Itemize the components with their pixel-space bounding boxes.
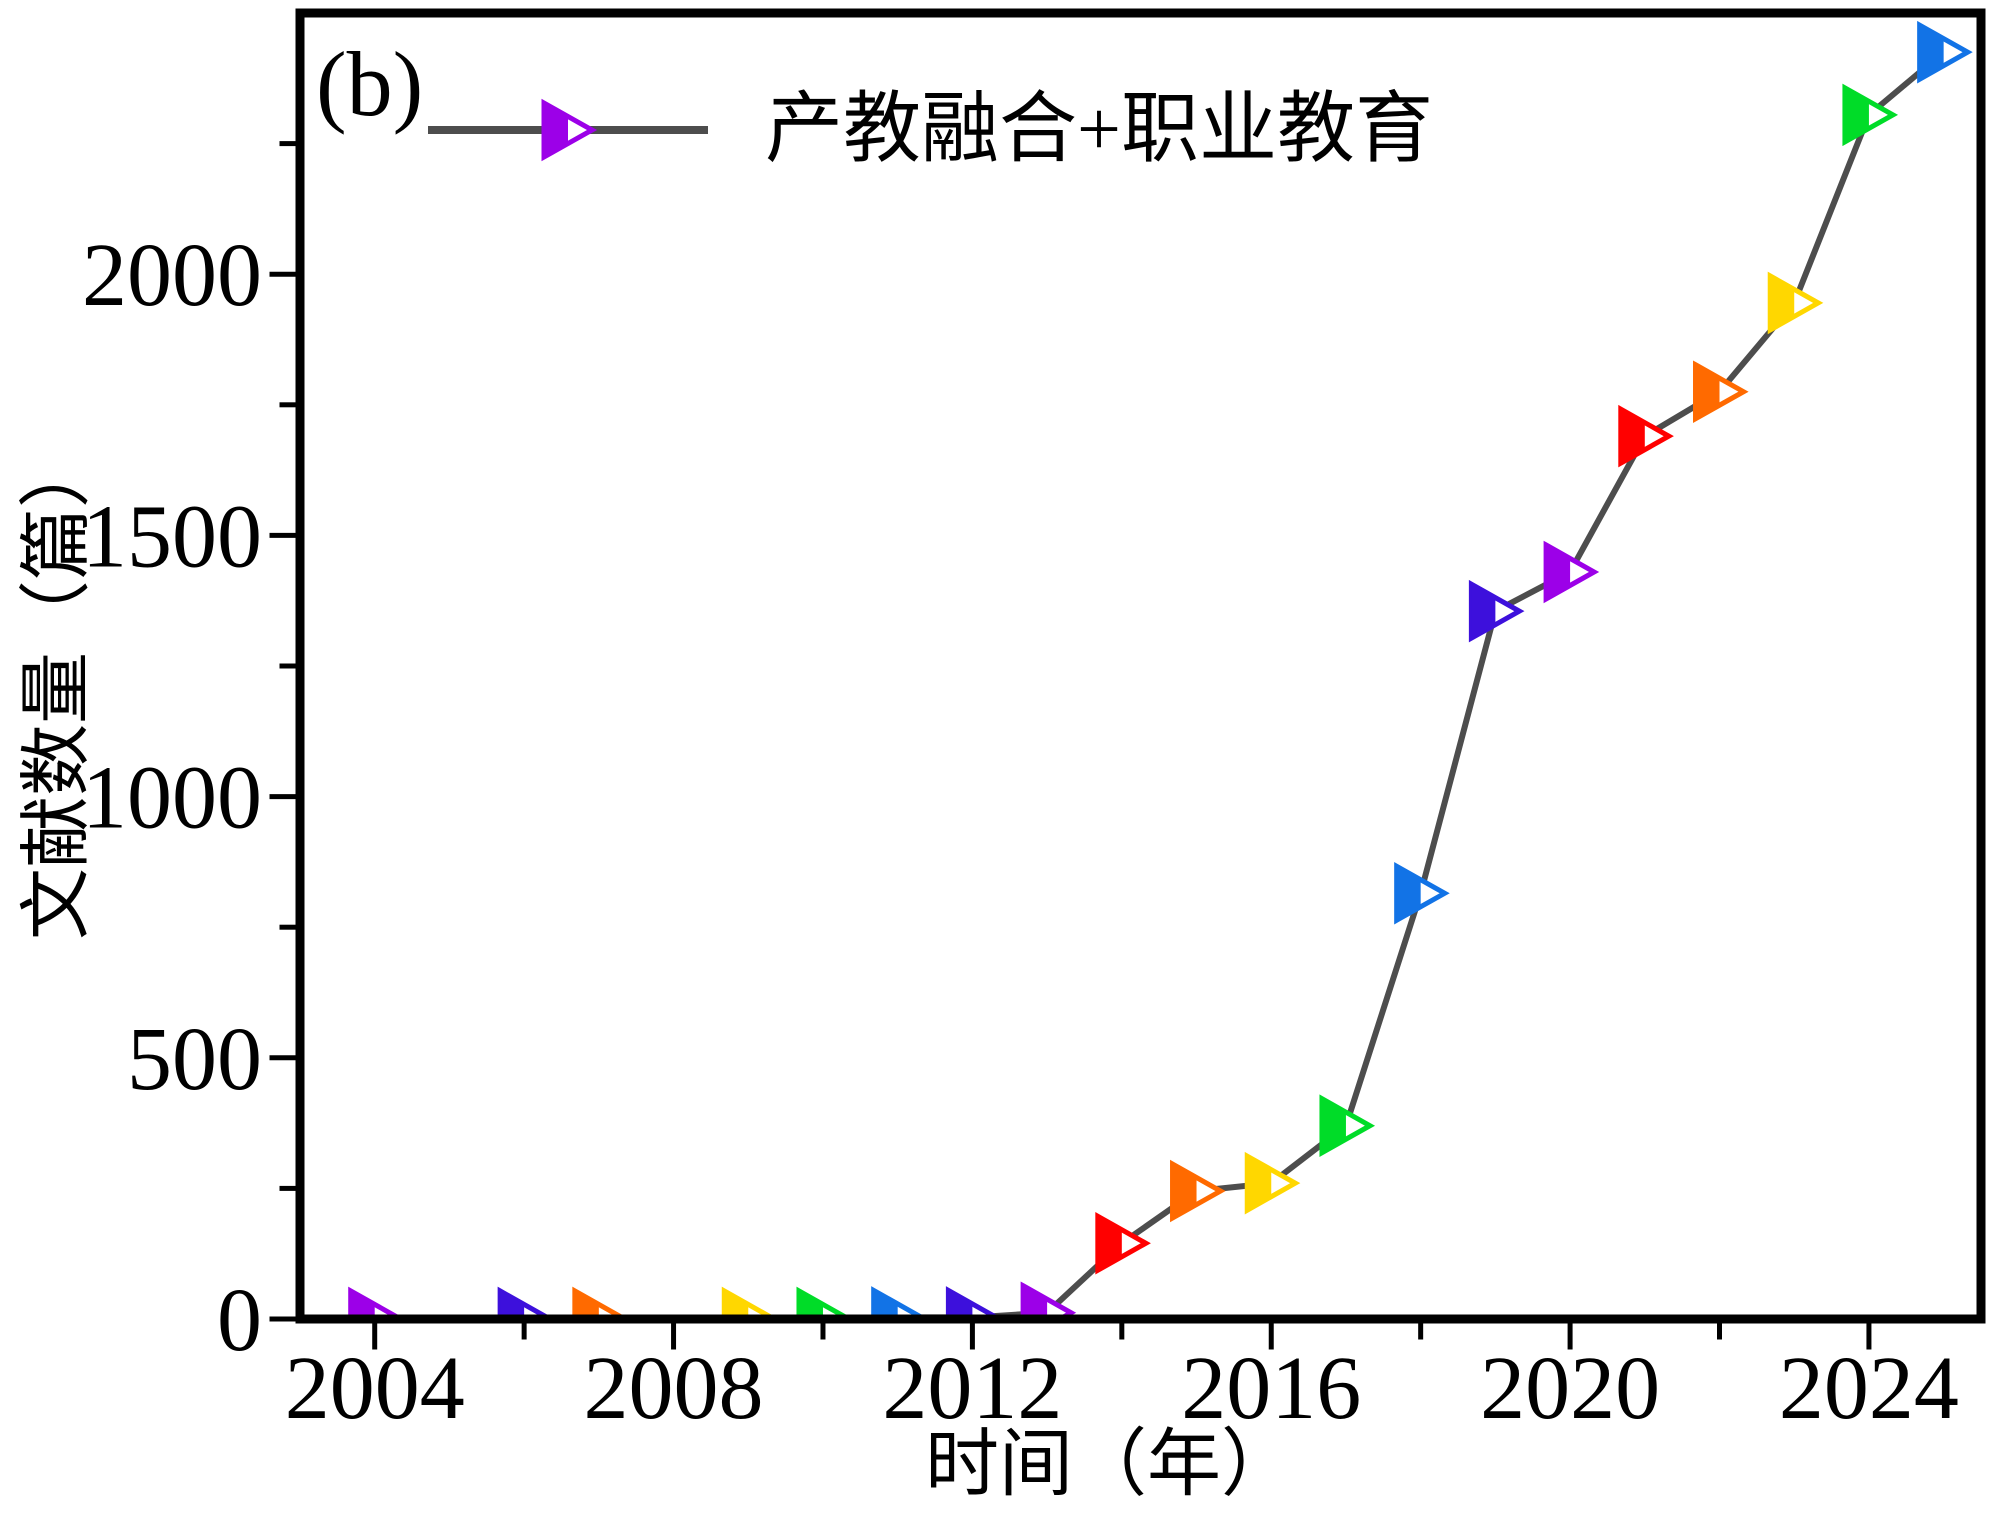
series-line bbox=[888, 49, 1947, 1315]
data-point-marker-2017 bbox=[1319, 1094, 1376, 1157]
y-tick-label: 1000 bbox=[82, 749, 262, 848]
legend-label: 产教融合+职业教育 bbox=[765, 85, 1433, 172]
y-tick-labels: 0 500 1000 1500 2000 bbox=[82, 226, 262, 1370]
data-point-marker-2006 bbox=[497, 1286, 548, 1315]
plot-frame bbox=[295, 8, 1986, 1324]
x-axis-title: 时间（年） bbox=[925, 1424, 1295, 1506]
x-tick-label: 2008 bbox=[584, 1339, 764, 1438]
y-tick-label: 1500 bbox=[82, 487, 262, 586]
data-point-marker-2011 bbox=[871, 1286, 922, 1315]
data-point-marker-2009 bbox=[721, 1286, 772, 1315]
x-tick-label: 2016 bbox=[1181, 1339, 1361, 1438]
x-tick-label: 2004 bbox=[285, 1339, 465, 1438]
x-tick-label: 2020 bbox=[1480, 1339, 1660, 1438]
data-point-marker-2022 bbox=[1693, 360, 1749, 424]
x-axis-ticks bbox=[372, 1323, 1872, 1350]
data-point-marker-2004 bbox=[348, 1286, 398, 1315]
x-tick-label: 2024 bbox=[1779, 1339, 1959, 1438]
data-point-marker-2013 bbox=[1020, 1281, 1077, 1315]
y-tick-label: 500 bbox=[127, 1010, 262, 1109]
data-point-marker-2025 bbox=[1917, 20, 1973, 84]
x-tick-label: 2012 bbox=[882, 1339, 1062, 1438]
data-point-marker-2023 bbox=[1767, 271, 1824, 335]
data-point-marker-2007 bbox=[572, 1286, 622, 1315]
data-point-marker-2014 bbox=[1095, 1211, 1151, 1275]
y-tick-label: 0 bbox=[217, 1271, 262, 1370]
panel-label: (b) bbox=[316, 33, 424, 135]
data-point-marker-2016 bbox=[1244, 1151, 1301, 1215]
data-point-marker-2024 bbox=[1842, 83, 1899, 147]
data-point-marker-2020 bbox=[1543, 540, 1600, 604]
data-point-marker-2010 bbox=[796, 1286, 846, 1315]
y-axis-title: 文献数量（篇） bbox=[17, 435, 97, 941]
data-point-marker-2012 bbox=[945, 1286, 997, 1315]
data-point-marker-2021 bbox=[1618, 404, 1674, 468]
y-axis-ticks bbox=[269, 141, 296, 1322]
data-point-marker-2015 bbox=[1170, 1159, 1226, 1223]
x-tick-labels: 2004 2008 2012 2016 2020 2024 bbox=[285, 1339, 1959, 1438]
data-point-marker-2019 bbox=[1468, 579, 1525, 643]
legend-marker bbox=[541, 98, 598, 162]
data-point-marker-2018 bbox=[1394, 861, 1450, 925]
y-tick-label: 2000 bbox=[82, 226, 262, 325]
